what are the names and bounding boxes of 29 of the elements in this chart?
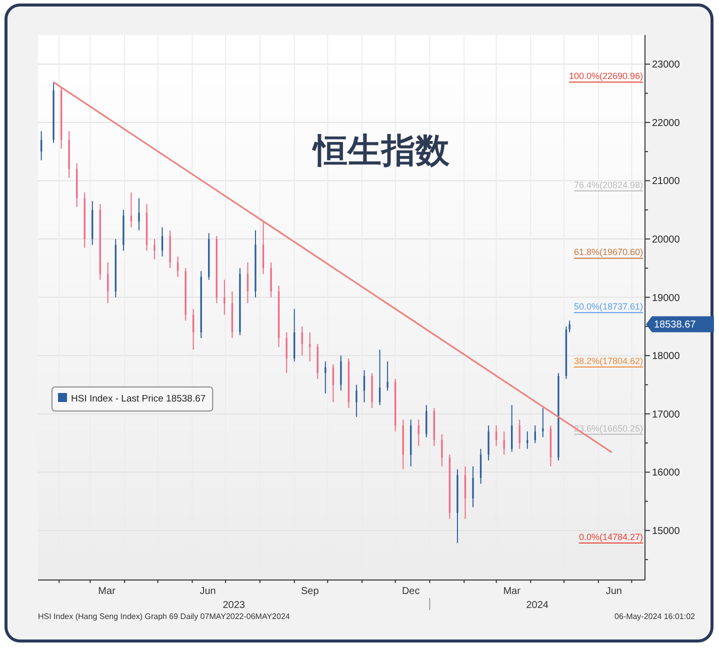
y-tick-label: 20000: [652, 234, 680, 246]
y-tick-label: 23000: [652, 60, 680, 71]
ref-line-label: 0.0%(14784.27): [578, 532, 643, 542]
text: 18538.67: [654, 320, 696, 331]
text: HSI Index (Hang Seng Index) Graph 69 Daily 07MAY2022-06MAY2024: [38, 612, 290, 621]
y-tick-label: 22000: [652, 118, 680, 129]
y-tick-label: 19000: [652, 292, 680, 304]
ref-line-label: 61.8%(19670.60): [574, 247, 643, 258]
x-tick-label: Dec: [402, 586, 420, 597]
y-tick-label: 21000: [652, 176, 680, 188]
legend: HSI Index - Last Price 18538.67: [52, 386, 214, 412]
text: 2024: [526, 600, 549, 611]
legend-label: HSI Index - Last Price 18538.67: [71, 394, 206, 404]
text: 2023: [222, 600, 246, 611]
x-tick-label: Sep: [300, 586, 320, 597]
x-tick-label: Jun: [606, 586, 622, 597]
y-tick-label: 16000: [652, 468, 680, 479]
ref-line-label: 50.0%(18737.61): [574, 302, 643, 312]
ref-line-label: 38.2%(17804.62): [574, 356, 643, 366]
ref-line-label: 100.0%(22690.96): [568, 71, 643, 82]
y-tick-label: 17000: [652, 409, 680, 420]
x-tick-label: Mar: [98, 586, 116, 597]
text: 恒生指数: [312, 132, 450, 170]
y-tick-label: 18000: [652, 351, 680, 362]
text: 06-May-2024 16:01:02: [614, 612, 696, 621]
x-tick-label: Mar: [503, 586, 522, 597]
ref-line-label: 76.4%(20824.98): [574, 180, 643, 190]
y-tick-label: 15000: [652, 526, 680, 537]
x-tick-label: Jun: [200, 586, 216, 597]
